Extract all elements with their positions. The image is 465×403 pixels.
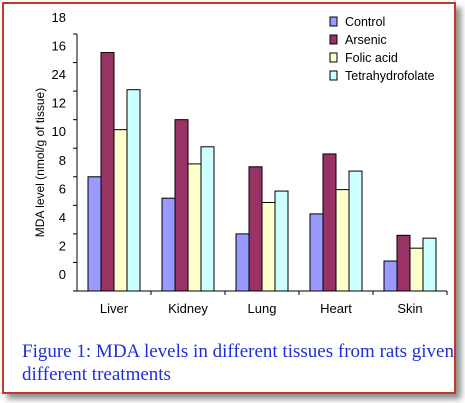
bar-control (309, 213, 324, 292)
bar-folic-acid (335, 189, 350, 292)
legend-swatch (329, 34, 338, 45)
chart-bars (87, 52, 437, 292)
bar-tetrahydrofolate (348, 170, 363, 292)
legend-label: Control (345, 15, 385, 29)
legend-label: Tetrahydrofolate (345, 69, 435, 83)
x-category-label: Skin (397, 301, 422, 316)
bar-control (87, 176, 102, 292)
legend-swatch (329, 16, 338, 27)
legend-label: Folic acid (345, 51, 398, 65)
bar-folic-acid (409, 247, 424, 292)
bar-folic-acid (261, 201, 276, 292)
y-tick-label: 4 (59, 210, 66, 225)
figure-caption: Figure 1: MDA levels in different tissue… (22, 341, 454, 385)
legend-swatch (329, 70, 338, 81)
bar-arsenic (100, 52, 115, 292)
bar-tetrahydrofolate (422, 237, 437, 292)
x-category-label: Lung (248, 301, 277, 316)
x-category-label: Liver (100, 301, 129, 316)
bar-arsenic (396, 234, 411, 292)
bar-arsenic (174, 119, 189, 292)
y-tick-label: 12 (52, 96, 66, 111)
bar-folic-acid (187, 163, 202, 292)
y-tick-label: 8 (59, 153, 66, 168)
bar-control (161, 197, 176, 292)
y-tick-label: 18 (52, 10, 66, 25)
y-tick-label: 6 (59, 181, 66, 196)
y-tick-label: 16 (52, 39, 66, 54)
y-axis-label: MDA level (nmol/g of tissue) (33, 88, 47, 237)
bar-tetrahydrofolate (274, 190, 289, 292)
x-category-labels: Liver Kidney Lung Heart Skin (100, 301, 423, 316)
y-tick-label: 0 (59, 267, 66, 282)
bar-tetrahydrofolate (200, 146, 215, 292)
y-tick-label: 2 (59, 238, 66, 253)
bar-tetrahydrofolate (126, 89, 141, 292)
y-tick-label: 10 (52, 124, 66, 139)
bar-control (235, 233, 250, 292)
bar-arsenic (248, 166, 263, 292)
chart-legend: Control Arsenic Folic acid Tetrahydrofolate (329, 15, 435, 83)
legend-swatch (329, 52, 338, 63)
x-category-label: Kidney (168, 301, 208, 316)
legend-label: Arsenic (345, 33, 387, 47)
bar-folic-acid (113, 129, 128, 292)
x-category-label: Heart (320, 301, 352, 316)
figure-frame: 0 2 4 6 8 10 12 24 16 18 Liver Kidney Lung Heart Skin… (2, 2, 456, 394)
bar-control (383, 260, 398, 292)
y-tick-label: 24 (52, 67, 66, 82)
bar-arsenic (322, 153, 337, 292)
